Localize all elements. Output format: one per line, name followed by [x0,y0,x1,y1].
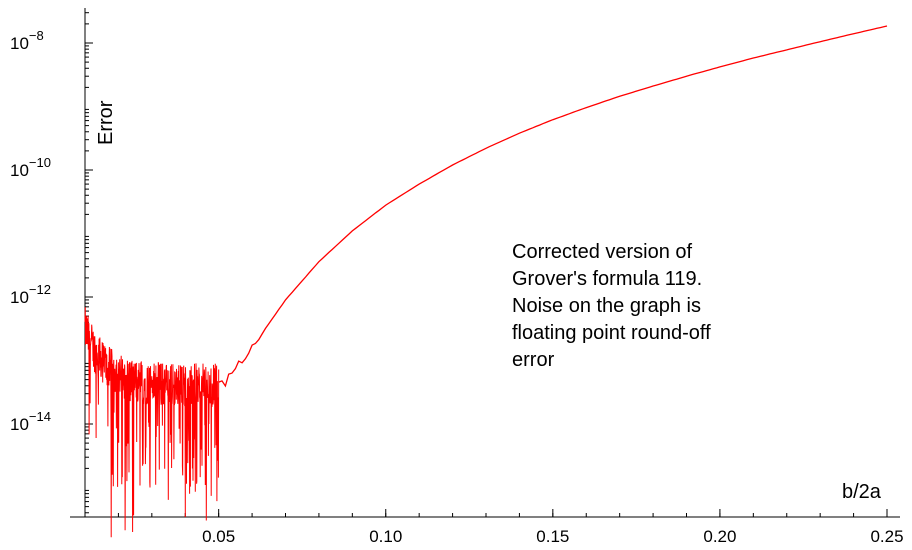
annotation-line: error [512,349,555,371]
x-tick-label: 0.15 [536,527,569,546]
y-tick-label: 10−12 [10,282,51,307]
y-tick-exponent: −12 [29,282,51,297]
y-axis-label: Error [95,100,117,145]
y-tick-exponent: −10 [29,155,51,170]
x-axis: 0.05 0.10 0.15 0.20 0.25 [70,509,904,546]
x-tick-label: 0.10 [369,527,402,546]
y-tick-label: 10−10 [10,155,51,180]
series-lines [84,25,888,538]
y-tick-exponent: −14 [29,409,51,424]
annotation-line: Grover's formula 119. [512,268,702,290]
series-noise-line [84,307,220,538]
annotation-line: Noise on the graph is [512,295,701,317]
y-tick-label: 10−8 [10,28,44,53]
x-axis-label: b/2a [842,481,882,503]
annotation-line: floating point round-off [512,322,711,344]
y-axis: 10−14 10−12 10−10 10−8 [10,8,93,517]
y-ticks: 10−14 10−12 10−10 10−8 [10,12,93,514]
y-tick-exponent: −8 [29,28,44,43]
annotation-line: Corrected version of [512,241,693,263]
x-tick-label: 0.05 [202,527,235,546]
x-ticks: 0.05 0.10 0.15 0.20 0.25 [117,509,904,546]
series-smooth-line [218,25,888,388]
y-tick-label: 10−14 [10,409,51,434]
x-tick-label: 0.20 [703,527,736,546]
x-tick-label: 0.25 [870,527,903,546]
annotation: Corrected version of Grover's formula 119… [512,241,711,371]
